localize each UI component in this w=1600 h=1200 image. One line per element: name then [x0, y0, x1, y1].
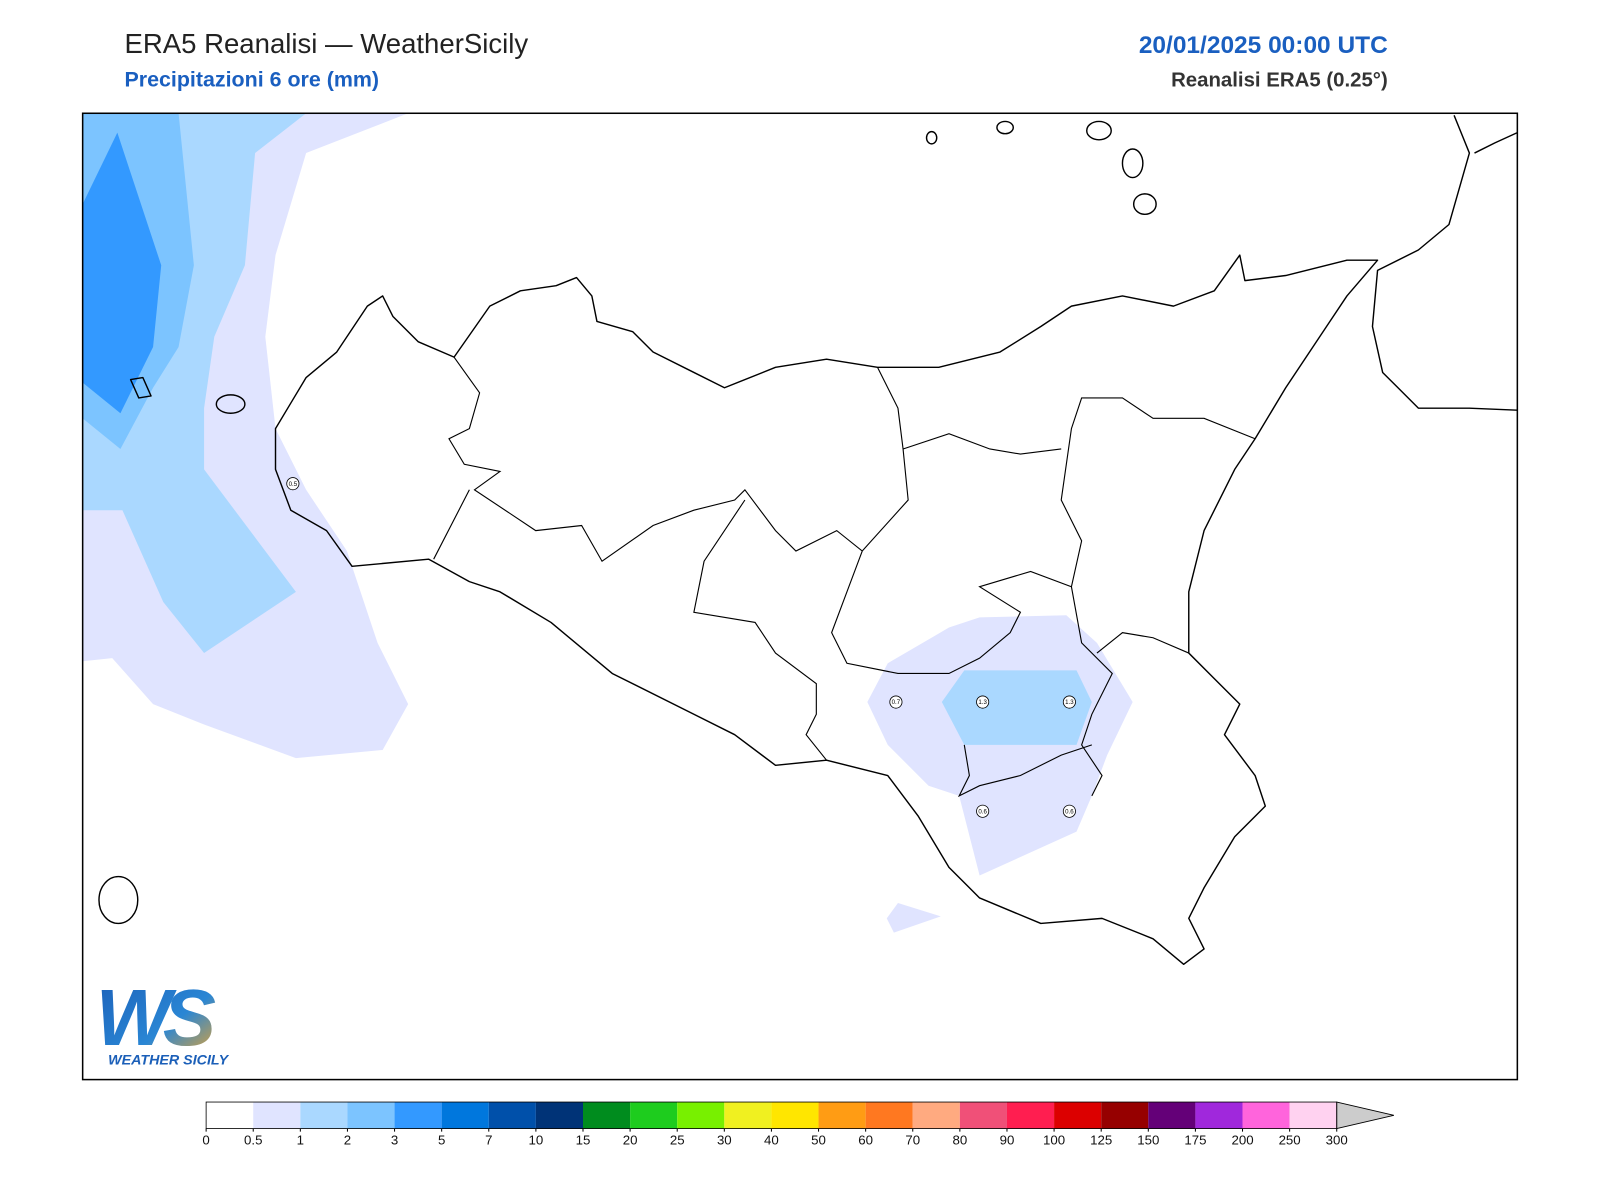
colorbar-box [535, 1102, 583, 1129]
title: ERA5 Reanalisi — WeatherSicily [124, 28, 528, 59]
colorbar-tick-label: 30 [717, 1132, 732, 1147]
colorbar-tick-label: 0.5 [244, 1132, 262, 1147]
colorbar-tick-label: 20 [623, 1132, 638, 1147]
colorbar-tick-label: 150 [1137, 1132, 1159, 1147]
colorbar-box [1148, 1102, 1196, 1129]
colorbar-box [630, 1102, 678, 1129]
colorbar-tick-label: 300 [1326, 1132, 1348, 1147]
colorbar-tick-label: 60 [858, 1132, 873, 1147]
colorbar-box [441, 1102, 489, 1129]
colorbar-box [300, 1102, 348, 1129]
colorbar-tick-label: 7 [485, 1132, 492, 1147]
date: 20/01/2025 00:00 UTC [1139, 32, 1388, 59]
colorbar-tick-label: 2 [344, 1132, 351, 1147]
colorbar-box [1054, 1102, 1102, 1129]
colorbar-tick-label: 1 [297, 1132, 304, 1147]
point-label: 0.7 [892, 699, 901, 706]
point-label-marker [889, 695, 903, 709]
colorbar-box [771, 1102, 819, 1129]
province-borders [433, 356, 1256, 798]
colorbar-tick-label: 0 [202, 1132, 209, 1147]
map-frame [81, 112, 1519, 1081]
point-label: 1.3 [978, 699, 987, 706]
colorbar-box [912, 1102, 960, 1129]
logo: WS WEATHER SICILY [96, 973, 230, 1068]
colorbar-box [818, 1102, 866, 1129]
logo-mark: WS [96, 973, 216, 1062]
point-label-marker [1062, 804, 1076, 818]
colorbar-tick-label: 25 [670, 1132, 685, 1147]
colorbar-box [347, 1102, 395, 1129]
point-label: 1.3 [1065, 699, 1074, 706]
colorbar-box [206, 1102, 254, 1129]
colorbar-box [394, 1102, 442, 1129]
source: Reanalisi ERA5 (0.25°) [1171, 70, 1388, 92]
colorbar-tick-label: 50 [811, 1132, 826, 1147]
colorbar-tick-label: 250 [1279, 1132, 1301, 1147]
colorbar-box [865, 1102, 913, 1129]
point-label-marker [976, 695, 990, 709]
colorbar-tick-label: 10 [529, 1132, 544, 1147]
colorbar-tick-label: 40 [764, 1132, 779, 1147]
colorbar-box [582, 1102, 631, 1129]
logo-text: WEATHER SICILY [108, 1052, 229, 1068]
subtitle: Precipitazioni 6 ore (mm) [124, 68, 379, 92]
island [1086, 120, 1112, 141]
colorbar-tick-label: 175 [1184, 1132, 1206, 1147]
coastlines [98, 115, 1518, 965]
colorbar-tick-label: 70 [905, 1132, 920, 1147]
sicily-coast [274, 254, 1379, 965]
island [1132, 193, 1157, 215]
colorbar-box [1242, 1102, 1290, 1129]
colorbar-box [488, 1102, 536, 1129]
colorbar-box [1101, 1102, 1149, 1129]
colorbar-box [677, 1102, 725, 1129]
precip-area [82, 132, 162, 414]
colorbar-tick-label: 125 [1090, 1132, 1112, 1147]
point-label: 0.5 [289, 481, 298, 488]
colorbar-tick-label: 90 [1000, 1132, 1015, 1147]
colorbar-tick-label: 3 [391, 1132, 398, 1147]
colorbar: 0 0.5 1 2 3 5 7 10 15 20 25 30 40 50 60 70 80 90 100 125 150… [202, 1101, 1394, 1147]
colorbar-box [253, 1102, 301, 1129]
calabria-coast [1371, 115, 1518, 411]
island [215, 394, 246, 414]
point-label: 0.6 [978, 808, 987, 815]
colorbar-box [959, 1102, 1007, 1129]
island [996, 120, 1014, 135]
colorbar-box [1195, 1102, 1243, 1129]
island [925, 130, 938, 145]
colorbar-box [724, 1102, 772, 1129]
point-label-marker [976, 804, 990, 818]
colorbar-tick-label: 80 [952, 1132, 967, 1147]
island [129, 376, 152, 399]
precip-area [941, 670, 1092, 745]
colorbar-tick-label: 15 [576, 1132, 591, 1147]
point-label-marker [286, 477, 300, 491]
point-label-marker [1062, 695, 1076, 709]
island [98, 875, 139, 925]
colorbar-extend [1336, 1101, 1394, 1130]
colorbar-tick-label: 200 [1231, 1132, 1253, 1147]
colorbar-box [1006, 1102, 1055, 1129]
colorbar-tick-label: 100 [1043, 1132, 1065, 1147]
colorbar-box [1289, 1102, 1337, 1129]
point-labels: 0.5 0.7 1.3 1.3 0.6 0.6 [286, 477, 1076, 818]
point-label: 0.6 [1065, 808, 1074, 815]
precip-area [886, 903, 941, 933]
colorbar-tick-label: 5 [438, 1132, 445, 1147]
precip-field [82, 113, 1133, 933]
island [1121, 148, 1144, 179]
